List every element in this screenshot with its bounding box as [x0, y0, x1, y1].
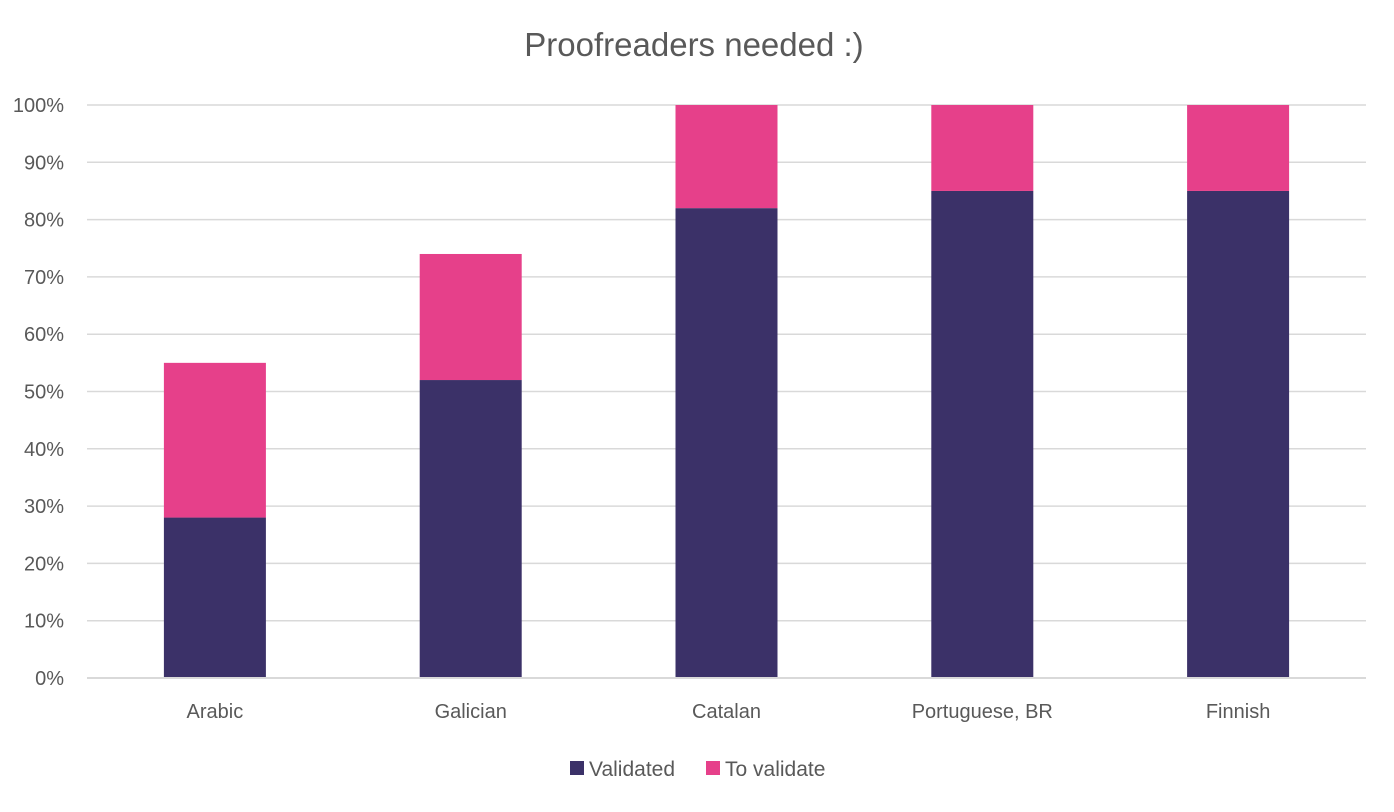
bar-validated: [1187, 190, 1290, 678]
bar-to-validate: [1187, 105, 1290, 191]
y-tick-label: 100%: [13, 95, 64, 117]
bar-validated: [419, 380, 522, 678]
y-tick-label: 20%: [24, 553, 64, 575]
x-tick-label: Arabic: [187, 701, 244, 723]
chart-title: Proofreaders needed :): [524, 26, 863, 63]
bar-validated: [931, 190, 1034, 678]
bar-validated: [675, 208, 778, 678]
legend-label: Validated: [589, 758, 675, 781]
y-axis-tick-labels: 0% 10% 20% 30% 40% 50% 60% 70% 80% 90% 100%: [13, 95, 64, 690]
y-tick-label: 70%: [24, 267, 64, 289]
legend-swatch: [570, 761, 584, 775]
legend-label: To validate: [725, 758, 825, 781]
y-tick-label: 50%: [24, 382, 64, 404]
x-tick-label: Finnish: [1206, 701, 1270, 723]
bar-to-validate: [419, 253, 522, 381]
bar-series: [163, 105, 1290, 678]
y-tick-label: 90%: [24, 152, 64, 174]
bar-to-validate: [675, 105, 778, 209]
bar-to-validate: [163, 362, 266, 518]
y-tick-label: 10%: [24, 611, 64, 633]
x-tick-label: Catalan: [692, 701, 761, 723]
x-tick-label: Galician: [435, 701, 507, 723]
y-tick-label: 40%: [24, 439, 64, 461]
y-tick-label: 80%: [24, 210, 64, 232]
legend: Validated To validate: [570, 758, 825, 781]
y-tick-label: 30%: [24, 496, 64, 518]
x-axis-tick-labels: Arabic Galician Catalan Portuguese, BR Finni…: [187, 701, 1271, 723]
bar-validated: [163, 517, 266, 678]
y-tick-label: 0%: [35, 668, 64, 690]
x-tick-label: Portuguese, BR: [912, 701, 1053, 723]
y-tick-label: 60%: [24, 324, 64, 346]
legend-swatch: [706, 761, 720, 775]
bar-to-validate: [931, 105, 1034, 191]
